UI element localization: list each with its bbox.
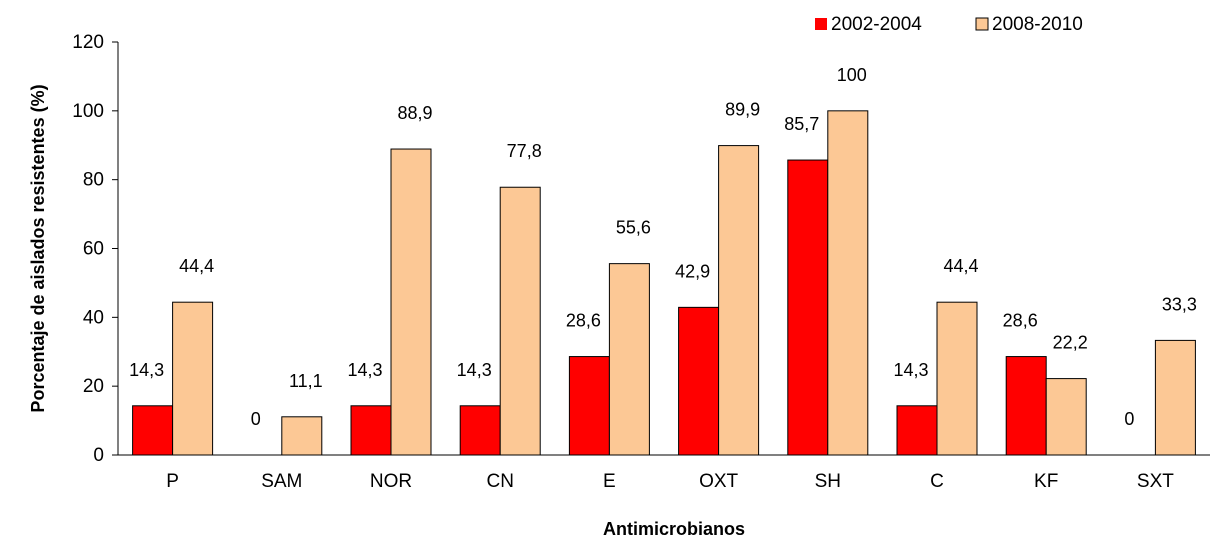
bar-2008-2010-CN [499,186,541,456]
bar-2008-2010-OXT [718,145,760,456]
data-label: 14,3 [893,360,928,380]
x-tick-label: KF [1034,471,1058,492]
bar-2002-2004-KF [1005,356,1047,456]
y-tick-label: 40 [83,307,104,328]
bar-2002-2004-P [132,405,174,456]
data-label: 22,2 [1053,333,1088,353]
y-axis-title: Porcentaje de aislados resistentes (%) [28,84,48,412]
bar-2002-2004-SH [787,159,829,456]
x-tick-label: P [166,471,179,492]
data-label: 28,6 [566,311,601,331]
data-label: 0 [1124,409,1134,429]
x-axis: P SAM NOR CN E OXT SH C KF SXT [118,454,1210,492]
bar-2008-2010-C [936,301,978,456]
legend-swatch [975,17,989,31]
data-label: 85,7 [784,114,819,134]
data-label: 89,9 [725,100,760,120]
x-tick-label: SH [815,471,841,492]
bar-2002-2004-CN [459,405,501,456]
bar-2008-2010-SXT [1154,339,1196,456]
x-tick-label: E [603,471,616,492]
data-label: 33,3 [1162,294,1197,314]
data-label: 77,8 [507,141,542,161]
bar-2008-2010-SAM [281,416,323,456]
data-label: 88,9 [397,103,432,123]
data-label: 100 [837,65,867,85]
bar-2008-2010-NOR [390,148,432,456]
data-label: 28,6 [1003,311,1038,331]
x-tick-label: SAM [261,471,302,492]
x-axis-title: Antimicrobianos [603,519,745,539]
x-tick-label: OXT [699,471,738,492]
x-tick-label: NOR [370,471,412,492]
y-tick-label: 0 [93,445,104,466]
bars [132,110,1196,456]
data-label: 11,1 [289,371,323,391]
y-tick-label: 60 [83,239,104,260]
legend-label: 2008-2010 [992,14,1083,35]
data-label: 0 [251,409,261,429]
data-label: 44,4 [943,256,978,276]
data-label: 44,4 [179,256,214,276]
data-label: 14,3 [347,360,382,380]
data-label: 14,3 [457,360,492,380]
bar-2002-2004-OXT [678,306,720,456]
bar-2008-2010-P [172,301,214,456]
bar-2002-2004-NOR [350,405,392,456]
data-label: 14,3 [129,360,164,380]
y-tick-label: 20 [83,376,104,397]
legend-label: 2002-2004 [831,14,922,35]
bar-2002-2004-C [896,405,938,456]
x-tick-label: C [930,471,944,492]
bar-2008-2010-SH [827,110,869,456]
data-label: 42,9 [675,261,710,281]
bar-2008-2010-E [608,263,650,456]
y-tick-label: 120 [72,32,104,53]
y-tick-label: 80 [83,170,104,191]
y-axis: 0 20 40 60 80 100 120 [72,32,119,466]
data-label: 55,6 [616,218,651,238]
legend: 2002-2004 2008-2010 [815,14,1083,35]
data-labels: 14,3 44,4 0 11,1 14,3 88,9 14,3 77,8 28,6 55,6 42,… [129,65,1197,429]
bar-2008-2010-KF [1045,378,1087,456]
legend-swatch [815,18,827,30]
x-tick-label: CN [486,471,513,492]
x-tick-label: SXT [1137,471,1174,492]
bar-2002-2004-E [568,356,610,456]
y-tick-label: 100 [72,101,104,122]
